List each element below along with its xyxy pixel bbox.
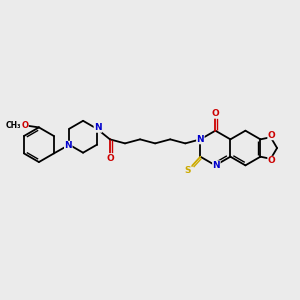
Text: O: O bbox=[21, 121, 28, 130]
Text: N: N bbox=[213, 161, 220, 170]
Text: CH₃: CH₃ bbox=[6, 121, 21, 130]
Text: O: O bbox=[212, 109, 219, 118]
Text: O: O bbox=[268, 131, 275, 140]
Text: N: N bbox=[94, 123, 102, 132]
Text: S: S bbox=[184, 166, 191, 175]
Text: O: O bbox=[268, 156, 275, 165]
Text: N: N bbox=[196, 135, 204, 144]
Text: N: N bbox=[64, 141, 72, 150]
Text: O: O bbox=[106, 154, 114, 163]
